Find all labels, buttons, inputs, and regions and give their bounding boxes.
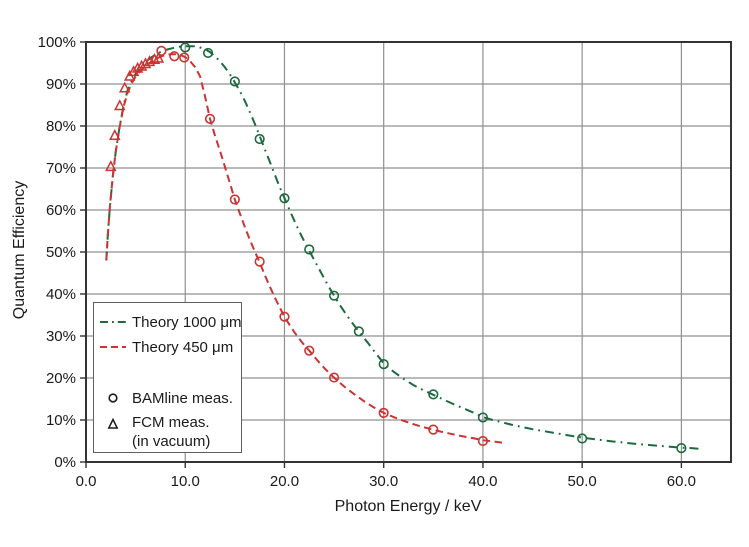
data-point-circle-bamline_1000 — [254, 133, 265, 145]
data-point-circle-bamline_450 — [156, 45, 167, 56]
data-point-circle-bamline_450 — [304, 345, 315, 356]
x-axis-title: Photon Energy / keV — [334, 498, 482, 515]
data-point-circle-bamline_450 — [378, 407, 389, 418]
y-tick-label: 10% — [46, 412, 76, 429]
data-point-circle-bamline_1000 — [353, 326, 364, 337]
data-point-circle-bamline_450 — [254, 256, 265, 267]
data-point-circle-bamline_450 — [229, 194, 240, 205]
legend-label-theory-1000: Theory 1000 μm — [132, 313, 242, 331]
data-point-triangle-fcm_450 — [127, 65, 140, 77]
legend-label-bamline: BAMline meas. — [132, 389, 233, 407]
data-point-triangle-fcm_450 — [109, 129, 121, 141]
y-tick-label: 80% — [46, 118, 76, 135]
data-point-circle-bamline_1000 — [229, 76, 240, 87]
data-point-triangle-fcm_450 — [131, 61, 144, 73]
circle-marker-icon — [108, 393, 118, 403]
y-tick-label: 70% — [46, 160, 76, 177]
data-point-circle-bamline_450 — [477, 435, 489, 447]
data-point-circle-bamline_450 — [428, 424, 439, 435]
data-point-circle-bamline_1000 — [577, 433, 588, 444]
y-tick-label: 30% — [46, 328, 76, 345]
data-point-triangle-fcm_450 — [139, 57, 152, 69]
data-point-circle-bamline_450 — [279, 311, 290, 322]
x-tick-label: 40.0 — [468, 473, 497, 490]
y-tick-label: 50% — [46, 244, 76, 261]
data-point-triangle-fcm_450 — [118, 81, 131, 93]
y-tick-label: 100% — [38, 34, 76, 51]
y-axis-title: Quantum Efficiency — [11, 180, 28, 320]
data-point-circle-bamline_450 — [204, 113, 216, 124]
data-point-circle-bamline_1000 — [676, 443, 687, 454]
y-tick-label: 40% — [46, 286, 76, 303]
x-tick-label: 60.0 — [667, 473, 696, 490]
legend-label-theory-450: Theory 450 μm — [132, 338, 234, 356]
y-tick-label: 20% — [46, 370, 76, 387]
data-point-triangle-fcm_450 — [135, 59, 148, 71]
data-point-circle-bamline_450 — [328, 372, 340, 383]
curve-theory_450 — [105, 53, 503, 444]
x-tick-label: 20.0 — [270, 473, 299, 490]
legend-item-theory-450: Theory 450 μm — [100, 336, 233, 358]
data-point-circle-bamline_450 — [169, 51, 180, 62]
data-point-triangle-fcm_450 — [113, 99, 126, 111]
y-tick-label: 60% — [46, 202, 76, 219]
data-point-circle-bamline_1000 — [428, 389, 439, 400]
legend: Theory 1000 μm Theory 450 μm BAMline mea… — [93, 302, 242, 453]
data-point-triangle-fcm_450 — [105, 160, 117, 172]
y-tick-label: 90% — [46, 76, 76, 93]
data-point-circle-bamline_1000 — [180, 42, 191, 53]
x-tick-label: 50.0 — [568, 473, 597, 490]
data-point-triangle-fcm_450 — [152, 51, 165, 63]
data-point-circle-bamline_1000 — [279, 193, 290, 204]
data-point-circle-bamline_1000 — [328, 290, 340, 301]
legend-label-fcm-lines: FCM meas. (in vacuum) — [132, 413, 210, 451]
x-tick-label: 30.0 — [369, 473, 398, 490]
legend-label-fcm: FCM meas. — [132, 414, 210, 431]
dashed-line-sample-icon — [100, 346, 126, 348]
y-tick-label: 0% — [54, 454, 76, 471]
legend-item-bamline: BAMline meas. — [100, 387, 233, 409]
x-tick-label: 10.0 — [171, 473, 200, 490]
data-point-circle-bamline_1000 — [304, 244, 315, 255]
triangle-marker-icon — [107, 417, 119, 429]
legend-item-fcm: FCM meas. (in vacuum) — [100, 413, 210, 451]
dash-dot-line-sample-icon — [100, 321, 126, 323]
data-point-circle-bamline_1000 — [378, 359, 389, 370]
data-point-circle-bamline_1000 — [202, 47, 214, 59]
data-point-triangle-fcm_450 — [148, 53, 161, 64]
legend-label-fcm-line2: (in vacuum) — [132, 433, 211, 450]
x-tick-label: 0.0 — [76, 473, 97, 490]
data-point-circle-bamline_1000 — [477, 412, 489, 423]
legend-item-theory-1000: Theory 1000 μm — [100, 311, 242, 333]
data-point-circle-bamline_450 — [179, 52, 190, 63]
